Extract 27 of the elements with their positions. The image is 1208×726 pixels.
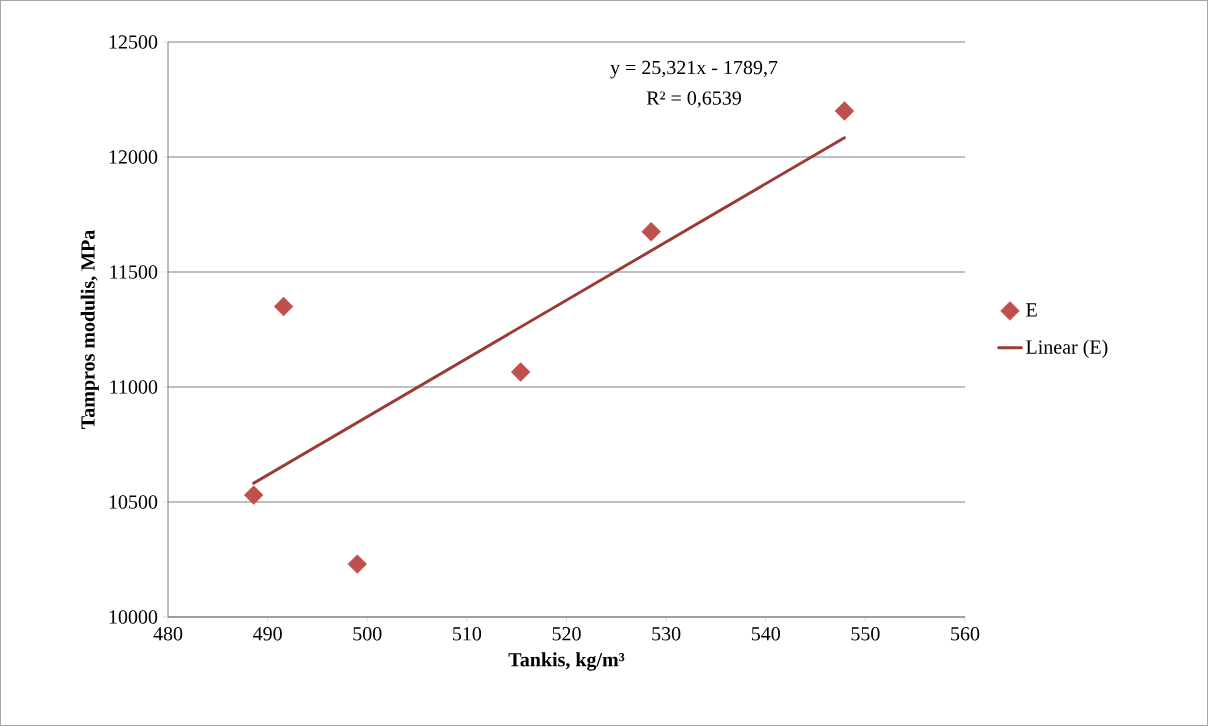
y-tick-label: 12000	[109, 150, 158, 164]
legend-label: E	[1026, 303, 1037, 317]
y-tick-label: 11000	[110, 380, 158, 394]
legend-label: Linear (E)	[1026, 339, 1108, 358]
y-tick-label: 12500	[109, 35, 158, 49]
x-tick-label: 550	[851, 627, 880, 641]
point	[243, 485, 264, 505]
x-axis-title: Tankis, kg/m³	[508, 652, 625, 671]
point	[510, 362, 531, 382]
point	[834, 101, 855, 121]
annotation: y = 25,321x - 1789,7	[610, 60, 778, 79]
point	[347, 554, 367, 574]
point	[641, 222, 661, 242]
x-tick-label: 500	[353, 627, 382, 641]
y-tick-label: 10000	[109, 610, 158, 624]
y-axis-title: Tampros modulis, MPa	[80, 230, 99, 429]
x-tick-label: 510	[453, 627, 482, 641]
x-tick-label: 480	[153, 627, 183, 641]
x-tick-label: 540	[751, 627, 780, 641]
y-tick-label: 10500	[109, 495, 158, 509]
annotation: R² = 0,6539	[646, 91, 741, 108]
point	[273, 296, 294, 317]
x-tick-label: 490	[253, 627, 282, 641]
x-tick-label: 520	[552, 627, 581, 641]
x-tick-label: 560	[951, 627, 980, 641]
y-tick-label: 11500	[110, 265, 158, 279]
x-tick-label: 530	[652, 627, 681, 641]
